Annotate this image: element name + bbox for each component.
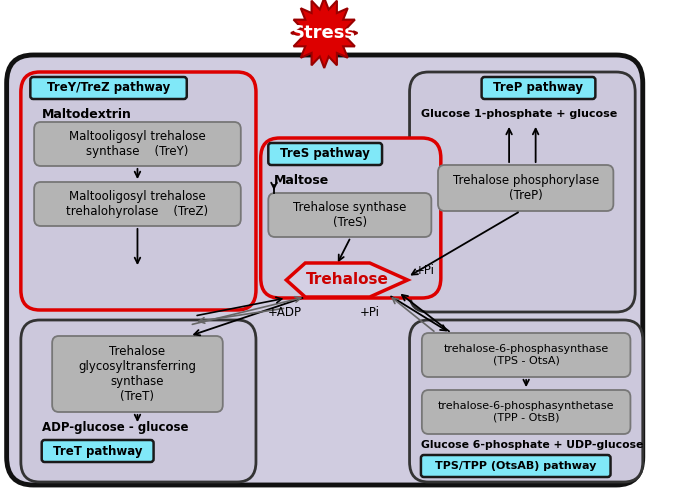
Text: Trehalose
glycosyltransferring
synthase
(TreT): Trehalose glycosyltransferring synthase … [79, 345, 197, 403]
FancyBboxPatch shape [7, 55, 643, 485]
FancyBboxPatch shape [410, 72, 635, 312]
FancyBboxPatch shape [34, 182, 241, 226]
Text: Stress: Stress [292, 24, 356, 42]
Text: TreS pathway: TreS pathway [280, 147, 370, 161]
FancyBboxPatch shape [438, 165, 613, 211]
Text: ADP-glucose - glucose: ADP-glucose - glucose [42, 422, 188, 434]
FancyBboxPatch shape [421, 455, 610, 477]
Text: +ADP: +ADP [267, 307, 301, 319]
Polygon shape [291, 0, 358, 68]
Text: +Pi: +Pi [360, 307, 379, 319]
FancyBboxPatch shape [34, 122, 241, 166]
Text: Maltooligosyl trehalose
synthase    (TreY): Maltooligosyl trehalose synthase (TreY) [69, 130, 206, 158]
FancyBboxPatch shape [42, 440, 153, 462]
Text: Maltodextrin: Maltodextrin [42, 107, 132, 120]
FancyBboxPatch shape [261, 138, 441, 298]
Text: Trehalose: Trehalose [306, 273, 388, 287]
Text: +Pi: +Pi [415, 263, 435, 277]
FancyBboxPatch shape [269, 193, 432, 237]
Text: Maltooligosyl trehalose
trehalohyrolase    (TreZ): Maltooligosyl trehalose trehalohyrolase … [66, 190, 208, 218]
FancyBboxPatch shape [422, 390, 630, 434]
Text: trehalose-6-phosphasynthase
(TPS - OtsA): trehalose-6-phosphasynthase (TPS - OtsA) [443, 344, 609, 366]
FancyBboxPatch shape [30, 77, 187, 99]
Text: TreT pathway: TreT pathway [53, 445, 142, 458]
Text: TPS/TPP (OtsAB) pathway: TPS/TPP (OtsAB) pathway [435, 461, 597, 471]
FancyBboxPatch shape [269, 143, 382, 165]
FancyBboxPatch shape [52, 336, 223, 412]
FancyBboxPatch shape [410, 320, 643, 482]
FancyBboxPatch shape [422, 333, 630, 377]
Text: Glucose 6-phosphate + UDP-glucose: Glucose 6-phosphate + UDP-glucose [421, 440, 643, 450]
Text: TreP pathway: TreP pathway [493, 81, 584, 95]
Text: Trehalose phosphorylase
(TreP): Trehalose phosphorylase (TreP) [453, 174, 599, 202]
Text: Trehalose synthase
(TreS): Trehalose synthase (TreS) [293, 201, 406, 229]
Text: TreY/TreZ pathway: TreY/TreZ pathway [47, 81, 170, 95]
Text: Glucose 1-phosphate + glucose: Glucose 1-phosphate + glucose [421, 109, 617, 119]
FancyBboxPatch shape [482, 77, 595, 99]
FancyBboxPatch shape [21, 72, 256, 310]
Text: trehalose-6-phosphasynthetase
(TPP - OtsB): trehalose-6-phosphasynthetase (TPP - Ots… [438, 401, 614, 423]
FancyBboxPatch shape [21, 320, 256, 482]
Text: Maltose: Maltose [274, 174, 329, 186]
Polygon shape [286, 263, 408, 297]
